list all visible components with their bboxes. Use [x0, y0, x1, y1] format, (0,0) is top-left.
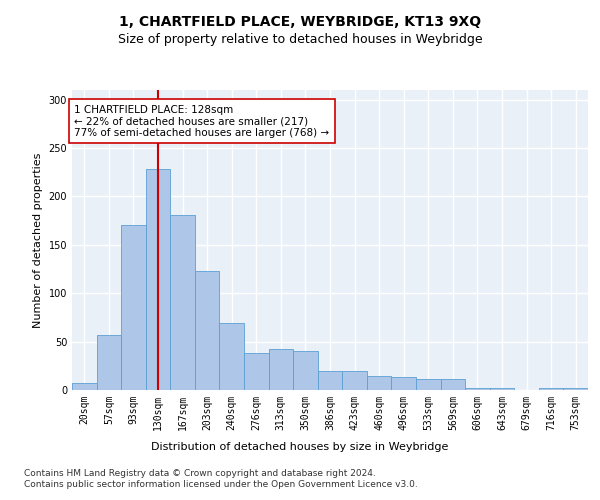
Bar: [97, 335, 121, 390]
Bar: [563, 388, 588, 390]
Text: Contains HM Land Registry data © Crown copyright and database right 2024.: Contains HM Land Registry data © Crown c…: [24, 468, 376, 477]
Bar: [367, 376, 391, 390]
Bar: [465, 388, 490, 390]
Bar: [416, 380, 440, 390]
Bar: [170, 215, 195, 390]
Bar: [220, 323, 244, 390]
Bar: [293, 352, 318, 390]
Bar: [269, 350, 293, 390]
Bar: [342, 370, 367, 390]
Bar: [490, 388, 514, 390]
Bar: [146, 170, 170, 390]
Bar: [440, 380, 465, 390]
Bar: [121, 226, 146, 390]
Text: Size of property relative to detached houses in Weybridge: Size of property relative to detached ho…: [118, 32, 482, 46]
Bar: [391, 378, 416, 390]
Text: Distribution of detached houses by size in Weybridge: Distribution of detached houses by size …: [151, 442, 449, 452]
Bar: [318, 370, 342, 390]
Y-axis label: Number of detached properties: Number of detached properties: [33, 152, 43, 328]
Bar: [72, 383, 97, 390]
Text: 1, CHARTFIELD PLACE, WEYBRIDGE, KT13 9XQ: 1, CHARTFIELD PLACE, WEYBRIDGE, KT13 9XQ: [119, 15, 481, 29]
Bar: [539, 388, 563, 390]
Bar: [195, 271, 220, 390]
Text: 1 CHARTFIELD PLACE: 128sqm
← 22% of detached houses are smaller (217)
77% of sem: 1 CHARTFIELD PLACE: 128sqm ← 22% of deta…: [74, 104, 329, 138]
Text: Contains public sector information licensed under the Open Government Licence v3: Contains public sector information licen…: [24, 480, 418, 489]
Bar: [244, 353, 269, 390]
